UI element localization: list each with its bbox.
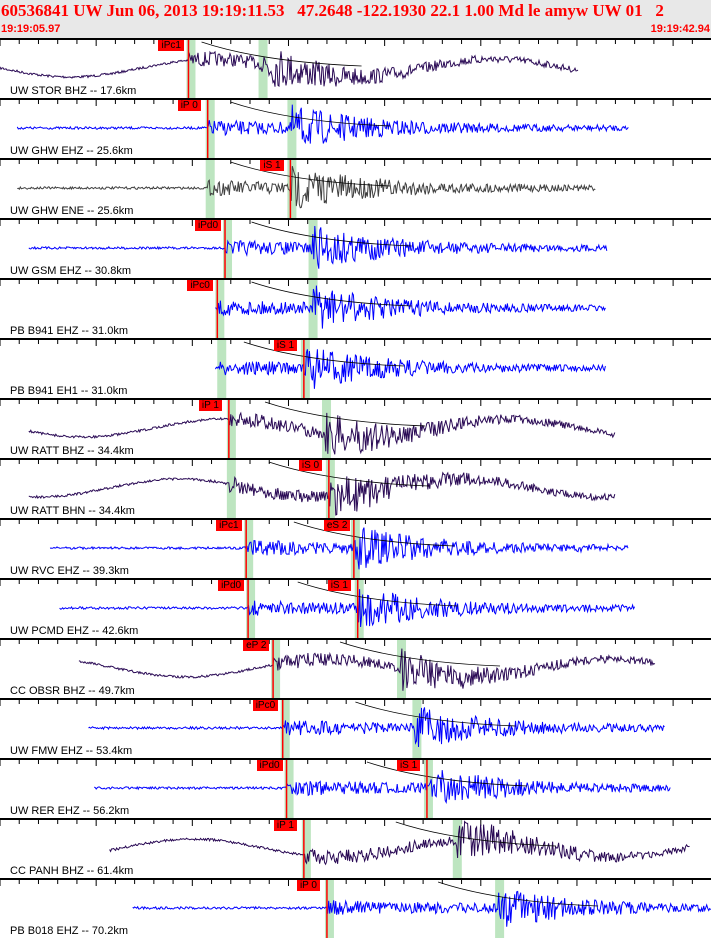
- trace-panel[interactable]: iP 1 UW RATT BHZ -- 34.4km: [0, 398, 711, 458]
- station-label: CC PANH BHZ -- 61.4km: [10, 865, 134, 877]
- travel-time-curve: [355, 701, 516, 727]
- p-window: [205, 100, 215, 158]
- waveform: [88, 707, 665, 748]
- trace-panel[interactable]: iPc1 UW STOR BHZ -- 17.6km: [0, 38, 711, 98]
- phase-pick-label[interactable]: iPc0: [252, 700, 279, 711]
- phase-pick-label[interactable]: iS 1: [273, 340, 298, 351]
- waveform: [16, 104, 629, 145]
- phase-pick-label[interactable]: iS 0: [298, 460, 323, 471]
- p-window: [226, 400, 236, 458]
- travel-time-curve: [366, 761, 527, 787]
- trace-panel[interactable]: eP 2 CC OBSR BHZ -- 49.7km: [0, 638, 711, 698]
- waveform: [28, 225, 608, 269]
- phase-pick-label[interactable]: iS 1: [260, 160, 284, 171]
- waveform: [0, 50, 579, 88]
- trace-panel[interactable]: iS 1 PB B941 EH1 -- 31.0km: [0, 338, 711, 398]
- p-window: [301, 820, 311, 878]
- p-window: [271, 640, 281, 698]
- travel-time-curve: [251, 221, 412, 247]
- station-label: PB B941 EHZ -- 31.0km: [10, 325, 128, 337]
- s-window: [423, 760, 433, 818]
- waveform: [94, 770, 671, 805]
- trace-panel[interactable]: iPc0 UW FMW EHZ -- 53.4km: [0, 698, 711, 758]
- phase-pick-label[interactable]: iPc0: [187, 280, 213, 291]
- phase-pick-label[interactable]: iP 1: [273, 820, 297, 831]
- s-window: [397, 640, 407, 698]
- phase-pick-label[interactable]: eP 2: [243, 640, 270, 651]
- station-label: UW GSM EHZ -- 30.8km: [10, 265, 132, 277]
- travel-time-curve: [243, 341, 404, 367]
- station-label: UW RER EHZ -- 56.2km: [10, 805, 130, 817]
- station-label: UW GHW ENE -- 25.6km: [10, 205, 134, 217]
- window-start-time: 19:19:05.97: [1, 23, 61, 35]
- station-label: UW GHW EHZ -- 25.6km: [10, 145, 133, 157]
- phase-pick-label[interactable]: eS 2: [323, 520, 351, 531]
- travel-time-curve: [264, 401, 426, 427]
- travel-time-curve: [230, 101, 391, 127]
- trace-panel[interactable]: iP 1 CC PANH BHZ -- 61.4km: [0, 818, 711, 878]
- phase-pick-label[interactable]: iS 1: [396, 760, 421, 771]
- phase-pick-label[interactable]: iP 1: [198, 400, 222, 411]
- travel-time-curve: [268, 461, 429, 487]
- station-label: PB B018 EHZ -- 70.2km: [10, 925, 128, 937]
- phase-pick-label[interactable]: iPd0: [218, 580, 245, 591]
- travel-time-curve: [339, 641, 501, 667]
- window-end-time: 19:19:42.94: [650, 23, 710, 35]
- travel-time-curve: [251, 281, 412, 307]
- waveform: [59, 589, 636, 628]
- trace-panel[interactable]: iPd0 iS 1 UW PCMD EHZ -- 42.6km: [0, 578, 711, 638]
- p-window: [280, 700, 290, 758]
- waveform: [109, 820, 690, 866]
- waveform: [49, 527, 629, 570]
- trace-panel[interactable]: iPd0 iS 1 UW RER EHZ -- 56.2km: [0, 758, 711, 818]
- trace-panel[interactable]: iS 1 UW GHW ENE -- 25.6km: [0, 158, 711, 218]
- station-label: UW RVC EHZ -- 39.3km: [10, 565, 129, 577]
- trace-panel[interactable]: iP 0 UW GHW EHZ -- 25.6km: [0, 98, 711, 158]
- trace-panel[interactable]: iPc0 PB B941 EHZ -- 31.0km: [0, 278, 711, 338]
- phase-pick-label[interactable]: iP 0: [296, 880, 320, 891]
- waveform: [78, 648, 656, 691]
- waveform: [17, 165, 596, 209]
- phase-pick-label[interactable]: iPc1: [158, 40, 184, 51]
- event-title: 60536841 UW Jun 06, 2013 19:19:11.53 47.…: [1, 1, 664, 20]
- waveform: [214, 349, 606, 389]
- station-label: UW PCMD EHZ -- 42.6km: [10, 625, 139, 637]
- trace-panel[interactable]: iP 0 PB B018 EHZ -- 70.2km: [0, 878, 711, 938]
- event-header: 60536841 UW Jun 06, 2013 19:19:11.53 47.…: [0, 0, 711, 38]
- waveform: [132, 890, 711, 927]
- travel-time-curve: [297, 581, 458, 607]
- phase-pick-label[interactable]: iPd0: [195, 220, 222, 231]
- station-label: UW STOR BHZ -- 17.6km: [10, 85, 137, 97]
- station-label: PB B941 EH1 -- 31.0km: [10, 385, 128, 397]
- phase-pick-label[interactable]: iS 1: [327, 580, 351, 591]
- phase-pick-label[interactable]: iP 0: [177, 100, 201, 111]
- travel-time-curve: [395, 821, 556, 847]
- station-label: UW FMW EHZ -- 53.4km: [10, 745, 133, 757]
- s-window: [287, 100, 297, 158]
- station-label: CC OBSR BHZ -- 49.7km: [10, 685, 135, 697]
- trace-panel[interactable]: iS 0 UW RATT BHN -- 34.4km: [0, 458, 711, 518]
- waveform: [215, 285, 606, 329]
- p-window: [217, 340, 227, 398]
- p-window: [186, 40, 196, 98]
- station-label: UW RATT BHZ -- 34.4km: [10, 445, 134, 457]
- phase-pick-label[interactable]: iPd0: [256, 760, 283, 771]
- waveform: [28, 471, 616, 516]
- station-label: UW RATT BHN -- 34.4km: [10, 505, 135, 517]
- p-window: [284, 760, 294, 818]
- s-window: [308, 280, 318, 338]
- travel-time-curve: [293, 521, 454, 547]
- p-window: [246, 580, 256, 638]
- phase-pick-label[interactable]: iPc1: [216, 520, 242, 531]
- travel-time-curve: [201, 41, 362, 67]
- trace-panel[interactable]: iPc1 eS 2 UW RVC EHZ -- 39.3km: [0, 518, 711, 578]
- trace-panel[interactable]: iPd0 UW GSM EHZ -- 30.8km: [0, 218, 711, 278]
- travel-time-curve: [230, 161, 391, 187]
- travel-time-curve: [437, 881, 599, 907]
- waveform: [28, 411, 616, 455]
